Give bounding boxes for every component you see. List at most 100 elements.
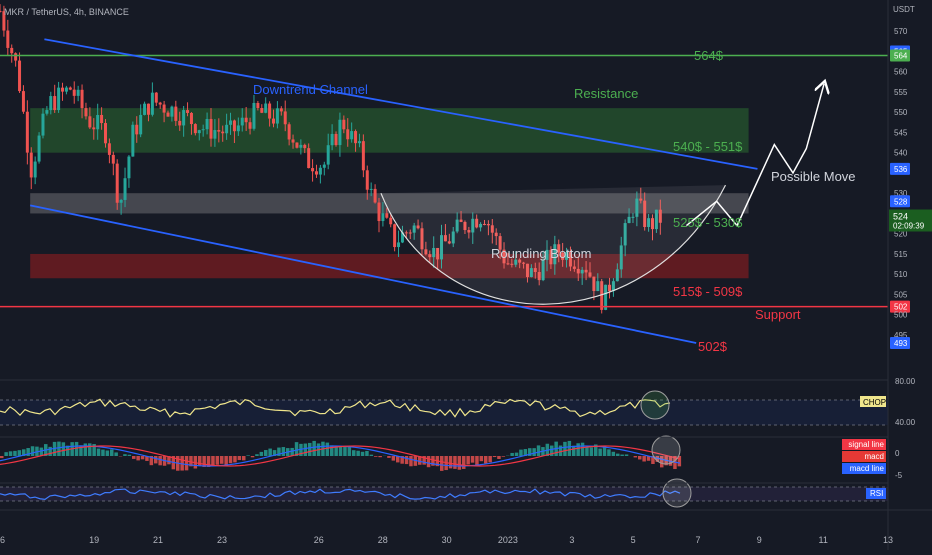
candle-body xyxy=(393,224,396,247)
chop-axis-top: 80.00 xyxy=(895,377,916,386)
macd-histogram-bar xyxy=(229,456,233,463)
macd-histogram-bar xyxy=(475,456,479,466)
macd-histogram-bar xyxy=(84,443,88,456)
symbol-header[interactable]: MKR / TetherUS, 4h, BINANCE xyxy=(4,7,129,17)
macd-histogram-bar xyxy=(590,447,594,456)
time-tick-label: 5 xyxy=(631,535,636,545)
price-tick-label: 540 xyxy=(894,149,908,158)
macd-histogram-bar xyxy=(634,456,638,457)
candle-body xyxy=(272,119,275,124)
macd-histogram-bar xyxy=(246,455,250,456)
candle-body xyxy=(104,123,107,143)
candle-body xyxy=(10,48,13,53)
macd-histogram-bar xyxy=(4,452,8,456)
macd-histogram-bar xyxy=(128,455,132,456)
candle-body xyxy=(151,93,154,115)
label-possible-move: Possible Move xyxy=(771,169,856,184)
macd-histogram-bar xyxy=(392,456,396,461)
macd-histogram-bar xyxy=(642,456,646,462)
candle-body xyxy=(331,134,334,145)
candle-body xyxy=(284,111,287,124)
macd-histogram-bar xyxy=(405,456,409,464)
macd-histogram-bar xyxy=(563,442,567,456)
candle-body xyxy=(69,88,72,90)
candle-body xyxy=(77,90,80,96)
macd-histogram-bar xyxy=(304,444,308,456)
macd-histogram-bar xyxy=(255,454,259,456)
macd-histogram-bar xyxy=(216,456,220,465)
candle-body xyxy=(190,113,193,124)
macd-histogram-bar xyxy=(488,456,492,462)
time-tick-label: 9 xyxy=(757,535,762,545)
macd-histogram-bar xyxy=(585,448,589,456)
macd-histogram-bar xyxy=(378,456,382,457)
macd-histogram-bar xyxy=(387,456,391,458)
macd-histogram-bar xyxy=(114,452,118,456)
macd-histogram-bar xyxy=(48,447,52,456)
macd-histogram-bar xyxy=(356,451,360,456)
candle-body xyxy=(374,189,377,203)
candle-body xyxy=(311,168,314,171)
candle-body xyxy=(295,143,298,148)
label-downtrend-channel: Downtrend Channel xyxy=(253,82,368,97)
candle-body xyxy=(217,130,220,132)
candle-body xyxy=(112,155,115,164)
candle-body xyxy=(245,118,248,122)
candle-body xyxy=(186,110,189,113)
price-axis-currency: USDT xyxy=(893,5,915,14)
label-rounding-bottom: Rounding Bottom xyxy=(491,246,591,261)
price-tick-label: 570 xyxy=(894,27,908,36)
candle-body xyxy=(167,113,170,117)
macd-histogram-bar xyxy=(537,445,541,456)
candle-body xyxy=(53,96,56,110)
candle-body xyxy=(116,164,119,203)
time-tick-label: 16 xyxy=(0,535,5,545)
candle-body xyxy=(397,242,400,247)
candle-body xyxy=(366,170,369,189)
time-tick-label: 21 xyxy=(153,535,163,545)
candle-body xyxy=(198,130,201,133)
price-tick-label: 528 xyxy=(894,197,908,206)
candle-body xyxy=(237,125,240,131)
macd-histogram-bar xyxy=(370,455,374,456)
macd-histogram-bar xyxy=(308,443,312,456)
candle-body xyxy=(268,104,271,119)
candle-body xyxy=(370,189,373,190)
macd-histogram-bar xyxy=(559,446,563,456)
macd-histogram-bar xyxy=(141,456,145,459)
macd-histogram-bar xyxy=(88,443,92,456)
macd-histogram-bar xyxy=(9,451,13,456)
macd-legend-label: signal line xyxy=(848,440,884,449)
macd-legend-label: macd line xyxy=(850,464,885,473)
candle-body xyxy=(381,213,384,221)
candle-body xyxy=(26,112,29,153)
price-tick-label: 510 xyxy=(894,270,908,279)
chop-band xyxy=(0,400,888,425)
candle-body xyxy=(41,114,44,136)
macd-histogram-bar xyxy=(352,450,356,456)
macd-histogram-bar xyxy=(18,450,22,456)
candle-body xyxy=(346,129,349,139)
macd-histogram-bar xyxy=(607,449,611,456)
candle-body xyxy=(61,88,64,92)
candle-body xyxy=(100,115,103,123)
candle-body xyxy=(73,90,76,96)
candle-body xyxy=(38,136,41,162)
price-tick-label: 493 xyxy=(894,339,908,348)
candle-body xyxy=(147,104,150,115)
candle-body xyxy=(84,108,87,116)
candle-body xyxy=(213,130,216,139)
macd-axis-zero: 0 xyxy=(895,449,900,458)
candle-body xyxy=(260,108,263,113)
candle-body xyxy=(108,143,111,155)
candle-body xyxy=(65,88,68,92)
macd-histogram-bar xyxy=(343,447,347,456)
rsi-legend-label: RSI xyxy=(870,489,883,498)
candle-body xyxy=(241,118,244,126)
candle-body xyxy=(202,129,205,130)
candle-body xyxy=(81,90,84,108)
price-tick-label: 500 xyxy=(894,311,908,320)
candle-body xyxy=(299,145,302,148)
